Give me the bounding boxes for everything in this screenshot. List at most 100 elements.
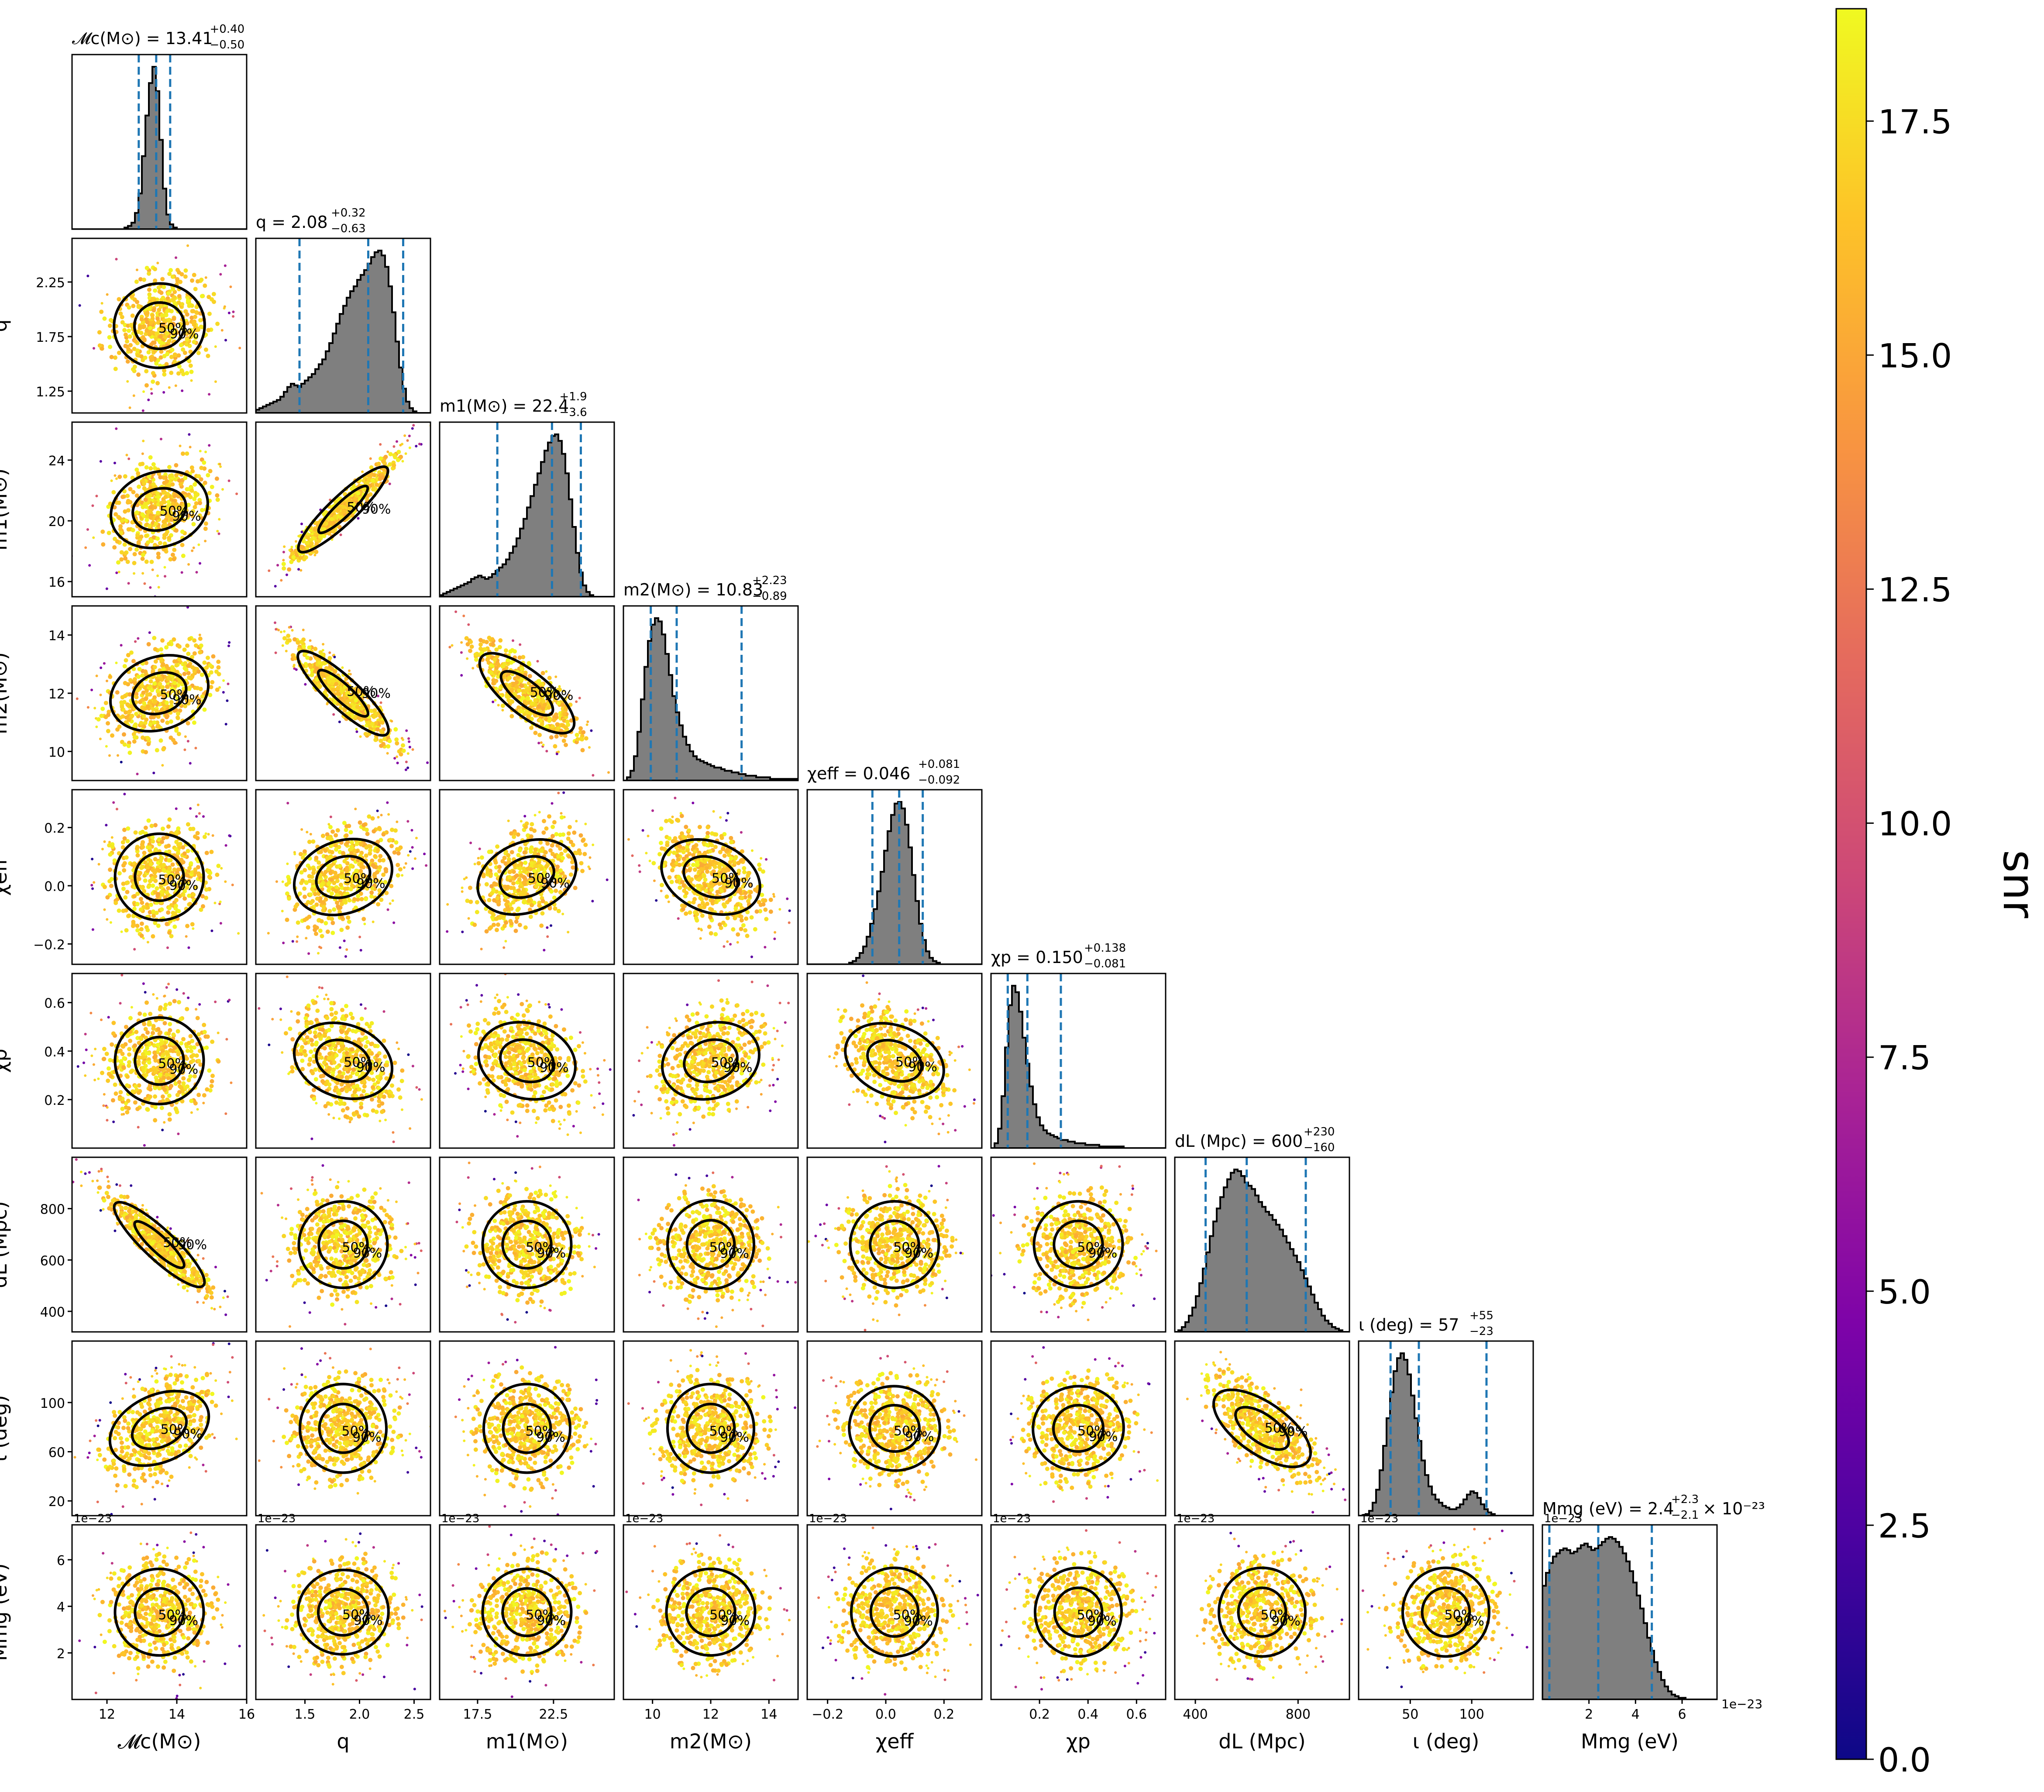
sample-point [220, 867, 223, 870]
sample-point [142, 486, 147, 491]
sample-point [496, 922, 500, 927]
sample-point [199, 450, 202, 453]
sample-point [189, 369, 194, 374]
sample-point [167, 906, 172, 911]
sample-point [144, 717, 149, 722]
sample-point [139, 933, 144, 938]
contour-label: 90% [172, 509, 201, 524]
sample-point [354, 842, 359, 846]
panel-frame [623, 605, 799, 781]
sample-point [148, 479, 152, 484]
sample-point [164, 505, 169, 509]
sample-point [133, 948, 136, 951]
sample-point [143, 669, 148, 674]
sample-point [522, 875, 527, 880]
sample-point [164, 645, 169, 650]
sample-point [183, 748, 186, 751]
sample-point [192, 720, 196, 725]
sample-point [717, 922, 722, 927]
sample-point [186, 513, 190, 518]
sample-point [128, 487, 133, 492]
sample-point [162, 391, 165, 394]
sample-point [554, 832, 559, 836]
sample-point [580, 869, 585, 874]
sample-point [176, 732, 181, 736]
sample-point [144, 383, 149, 388]
sample-point [210, 929, 213, 932]
sample-point [551, 834, 555, 839]
sample-point [63, 377, 66, 379]
sample-point [125, 839, 130, 843]
sample-point [318, 898, 323, 903]
sample-point [343, 898, 348, 903]
sample-point [130, 713, 134, 718]
sample-point [96, 717, 101, 722]
sample-point [162, 519, 167, 524]
sample-point [193, 643, 198, 648]
sample-point [159, 707, 164, 712]
sample-point [384, 869, 389, 874]
sample-point [99, 310, 104, 314]
sample-point [194, 305, 199, 310]
sample-point [398, 867, 403, 872]
sample-point [148, 326, 153, 330]
sample-point [63, 770, 65, 772]
sample-point [196, 865, 201, 870]
sample-point [522, 850, 527, 855]
sample-point [172, 557, 176, 561]
sample-point [172, 322, 176, 327]
sample-point [178, 842, 182, 846]
sample-point [156, 285, 161, 290]
sample-point [123, 556, 128, 561]
sample-point [118, 311, 123, 316]
sample-point [167, 930, 172, 935]
sample-point [305, 540, 310, 545]
sample-point [369, 879, 374, 884]
sample-point [581, 838, 585, 843]
sample-point [483, 647, 488, 652]
sample-point [527, 662, 532, 667]
sample-point [297, 891, 302, 896]
sample-point [684, 825, 688, 829]
sample-point [156, 261, 159, 265]
sample-point [134, 846, 139, 851]
sample-point [525, 696, 530, 701]
sample-point [358, 936, 361, 939]
sample-point [461, 886, 464, 889]
sample-point [200, 694, 205, 699]
sample-point [208, 393, 211, 396]
sample-point [357, 517, 360, 520]
sample-point [124, 928, 129, 933]
sample-point [116, 560, 120, 565]
sample-point [227, 644, 230, 647]
sample-point [161, 836, 166, 841]
sample-point [383, 880, 388, 884]
sample-point [465, 876, 468, 879]
sample-point [583, 843, 588, 847]
sample-point [159, 501, 164, 506]
sample-point [95, 674, 98, 678]
sample-point [498, 638, 503, 643]
scatter-points [268, 424, 430, 588]
sample-point [389, 902, 392, 905]
contour-label: 90% [544, 688, 574, 703]
sample-point [551, 718, 556, 722]
sample-point [418, 443, 421, 446]
sample-point [193, 335, 198, 340]
sample-point [332, 654, 335, 657]
sample-point [183, 268, 188, 273]
sample-point [179, 368, 184, 373]
sample-point [494, 699, 497, 702]
sample-point [189, 807, 192, 810]
sample-point [151, 914, 156, 918]
sample-point [528, 915, 533, 919]
sample-point [148, 455, 153, 460]
sample-point [196, 474, 201, 479]
sample-point [538, 718, 543, 723]
sample-point [383, 454, 388, 459]
sample-point [376, 809, 379, 812]
sample-point [560, 702, 565, 707]
sample-point [101, 848, 104, 851]
sample-point [198, 633, 201, 636]
